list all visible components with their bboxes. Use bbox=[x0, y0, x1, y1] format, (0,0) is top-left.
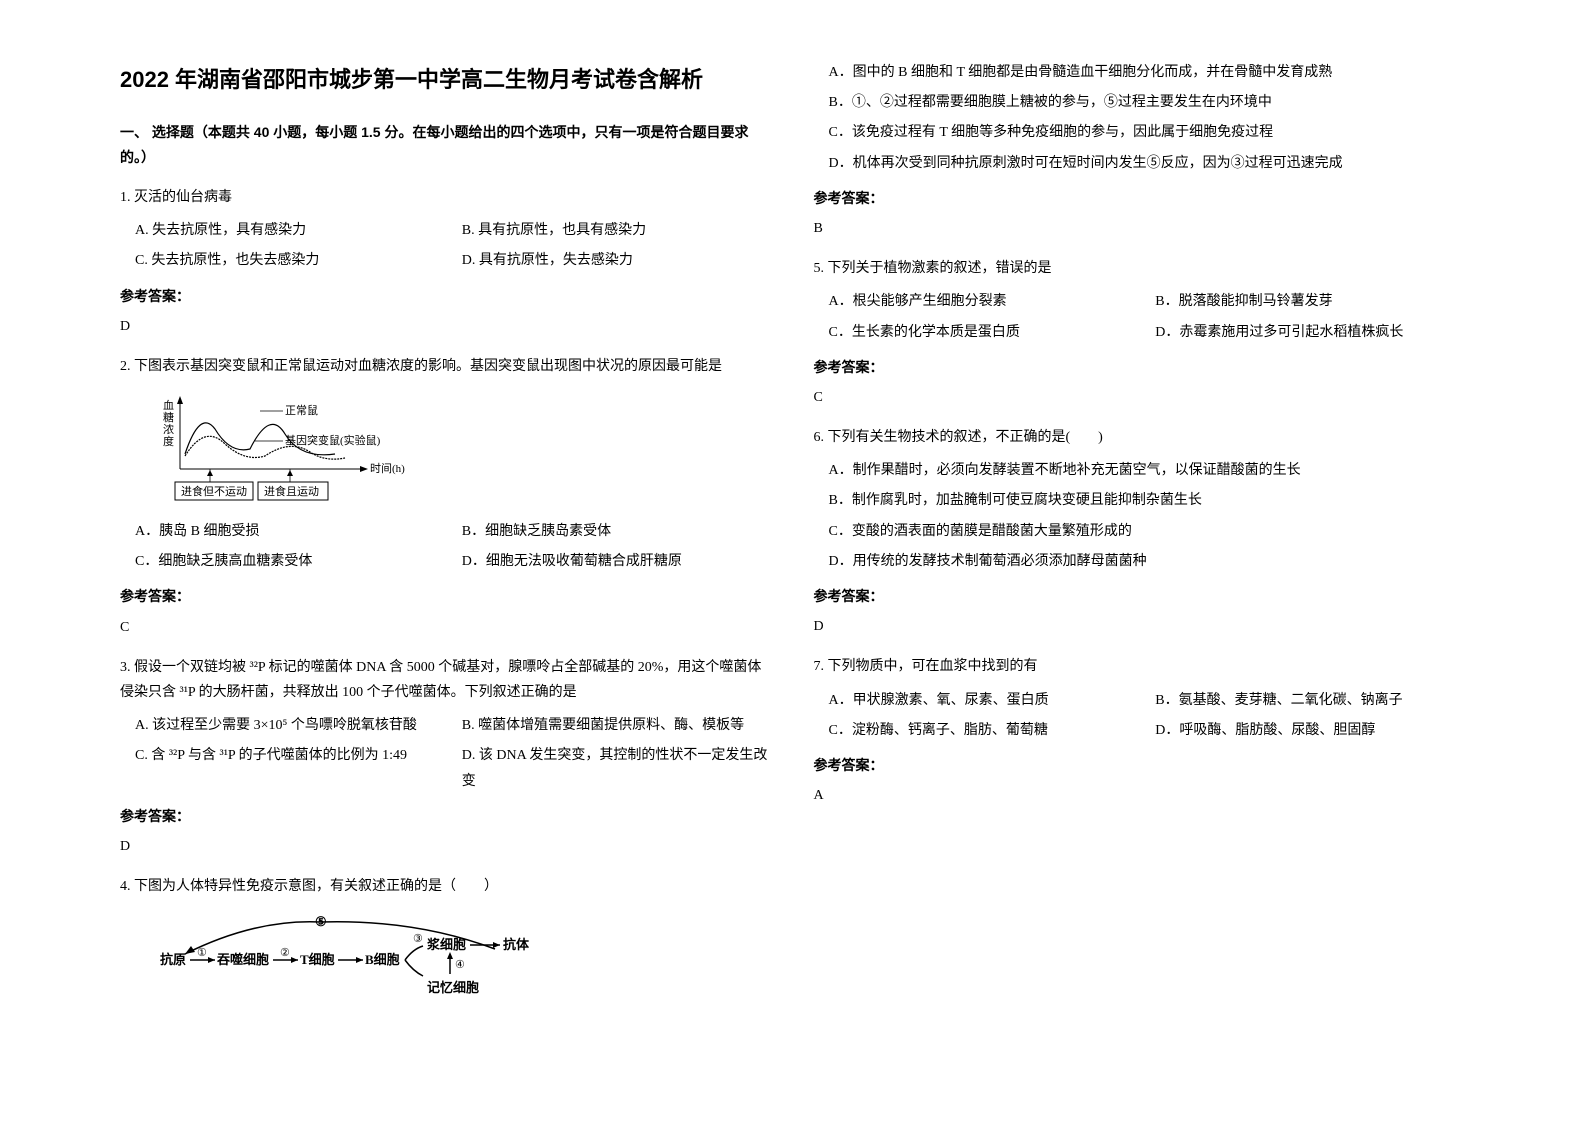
q2-series1-label: 正常鼠 bbox=[285, 403, 318, 417]
question-5: 5. 下列关于植物激素的叙述，错误的是 A．根尖能够产生细胞分裂素 B．脱落酸能… bbox=[814, 256, 1468, 410]
q4-node-bcell: B细胞 bbox=[365, 952, 400, 967]
q5-opt-b: B．脱落酸能抑制马铃薯发芽 bbox=[1140, 289, 1467, 314]
q4-answer-label: 参考答案： bbox=[814, 186, 1468, 211]
page-title: 2022 年湖南省邵阳市城步第一中学高二生物月考试卷含解析 bbox=[120, 60, 774, 100]
q2-ylabel-2: 糖 bbox=[163, 410, 174, 424]
q1-text: 1. 灭活的仙台病毒 bbox=[120, 185, 774, 210]
q5-text: 5. 下列关于植物激素的叙述，错误的是 bbox=[814, 256, 1468, 281]
q2-opt-d: D．细胞无法吸收葡萄糖合成肝糖原 bbox=[447, 549, 774, 574]
q4-node-phagocyte: 吞噬细胞 bbox=[217, 952, 269, 967]
q3-opt-c: C. 含 ³²P 与含 ³¹P 的子代噬菌体的比例为 1:49 bbox=[120, 743, 447, 793]
left-column: 2022 年湖南省邵阳市城步第一中学高二生物月考试卷含解析 一、 选择题（本题共… bbox=[100, 60, 794, 1062]
q2-ylabel-1: 血 bbox=[163, 398, 174, 412]
q4-answer: B bbox=[814, 216, 1468, 241]
q1-options: A. 失去抗原性，具有感染力 B. 具有抗原性，也具有感染力 C. 失去抗原性，… bbox=[120, 218, 774, 273]
q1-answer: D bbox=[120, 314, 774, 339]
q6-opt-d: D．用传统的发酵技术制葡萄酒必须添加酵母菌菌种 bbox=[814, 549, 1468, 574]
q7-options: A．甲状腺激素、氧、尿素、蛋白质 B．氨基酸、麦芽糖、二氧化碳、钠离子 C．淀粉… bbox=[814, 688, 1468, 743]
q4-text: 4. 下图为人体特异性免疫示意图，有关叙述正确的是（ ） bbox=[120, 874, 774, 899]
q4-opt-a: A．图中的 B 细胞和 T 细胞都是由骨髓造血干细胞分化而成，并在骨髓中发育成熟 bbox=[814, 60, 1468, 85]
right-column: A．图中的 B 细胞和 T 细胞都是由骨髓造血干细胞分化而成，并在骨髓中发育成熟… bbox=[794, 60, 1488, 1062]
q3-text: 3. 假设一个双链均被 ³²P 标记的噬菌体 DNA 含 5000 个碱基对，腺… bbox=[120, 655, 774, 705]
q5-options: A．根尖能够产生细胞分裂素 B．脱落酸能抑制马铃薯发芽 C．生长素的化学本质是蛋… bbox=[814, 289, 1468, 344]
q2-ylabel-3: 浓 bbox=[163, 423, 174, 436]
question-4-cont: A．图中的 B 细胞和 T 细胞都是由骨髓造血干细胞分化而成，并在骨髓中发育成熟… bbox=[814, 60, 1468, 241]
q2-text: 2. 下图表示基因突变鼠和正常鼠运动对血糖浓度的影响。基因突变鼠出现图中状况的原… bbox=[120, 354, 774, 379]
q3-answer: D bbox=[120, 834, 774, 859]
q4-node-memory: 记忆细胞 bbox=[427, 980, 479, 995]
q4-node-plasma: 浆细胞 bbox=[426, 937, 466, 952]
q4-edge1: ① bbox=[197, 947, 207, 959]
question-4: 4. 下图为人体特异性免疫示意图，有关叙述正确的是（ ） ⑤ 抗原 ① 吞噬细胞… bbox=[120, 874, 774, 1009]
q2-opt-a: A．胰岛 B 细胞受损 bbox=[120, 519, 447, 544]
q7-opt-b: B．氨基酸、麦芽糖、二氧化碳、钠离子 bbox=[1140, 688, 1467, 713]
question-1: 1. 灭活的仙台病毒 A. 失去抗原性，具有感染力 B. 具有抗原性，也具有感染… bbox=[120, 185, 774, 339]
question-6: 6. 下列有关生物技术的叙述，不正确的是( ) A．制作果醋时，必须向发酵装置不… bbox=[814, 425, 1468, 639]
question-3: 3. 假设一个双链均被 ³²P 标记的噬菌体 DNA 含 5000 个碱基对，腺… bbox=[120, 655, 774, 859]
q2-ylabel-4: 度 bbox=[163, 434, 174, 448]
q4-opt-d: D．机体再次受到同种抗原刺激时可在短时间内发生⑤反应，因为③过程可迅速完成 bbox=[814, 151, 1468, 176]
q5-opt-a: A．根尖能够产生细胞分裂素 bbox=[814, 289, 1141, 314]
q6-text: 6. 下列有关生物技术的叙述，不正确的是( ) bbox=[814, 425, 1468, 450]
q1-answer-label: 参考答案： bbox=[120, 284, 774, 309]
section-header: 一、 选择题（本题共 40 小题，每小题 1.5 分。在每小题给出的四个选项中，… bbox=[120, 120, 774, 170]
q4-opt-c: C．该免疫过程有 T 细胞等多种免疫细胞的参与，因此属于细胞免疫过程 bbox=[814, 120, 1468, 145]
q2-btn2: 进食且运动 bbox=[264, 484, 319, 498]
q1-opt-d: D. 具有抗原性，失去感染力 bbox=[447, 248, 774, 273]
q6-opt-a: A．制作果醋时，必须向发酵装置不断地补充无菌空气，以保证醋酸菌的生长 bbox=[814, 458, 1468, 483]
q1-opt-c: C. 失去抗原性，也失去感染力 bbox=[120, 248, 447, 273]
q3-options: A. 该过程至少需要 3×10⁵ 个鸟嘌呤脱氧核苷酸 B. 噬菌体增殖需要细菌提… bbox=[120, 713, 774, 794]
q4-flowchart: ⑤ 抗原 ① 吞噬细胞 ② T细胞 B细胞 ③ 浆细胞 bbox=[150, 909, 774, 1009]
q2-chart: 血 糖 浓 度 正常鼠 基因突变鼠(实验鼠) 时间(h) 进食但不运动 进食且运… bbox=[150, 389, 774, 509]
q4-node-tcell: T细胞 bbox=[300, 952, 335, 967]
q6-answer-label: 参考答案： bbox=[814, 584, 1468, 609]
q4-node-antigen: 抗原 bbox=[160, 952, 186, 967]
q5-opt-d: D．赤霉素施用过多可引起水稻植株疯长 bbox=[1140, 320, 1467, 345]
q5-answer: C bbox=[814, 385, 1468, 410]
q7-opt-c: C．淀粉酶、钙离子、脂肪、葡萄糖 bbox=[814, 718, 1141, 743]
q2-answer-label: 参考答案： bbox=[120, 584, 774, 609]
q3-opt-a: A. 该过程至少需要 3×10⁵ 个鸟嘌呤脱氧核苷酸 bbox=[120, 713, 447, 738]
q3-opt-d: D. 该 DNA 发生突变，其控制的性状不一定发生改变 bbox=[447, 743, 774, 793]
q6-options: A．制作果醋时，必须向发酵装置不断地补充无菌空气，以保证醋酸菌的生长 B．制作腐… bbox=[814, 458, 1468, 574]
q3-opt-b: B. 噬菌体增殖需要细菌提供原料、酶、模板等 bbox=[447, 713, 774, 738]
q1-opt-a: A. 失去抗原性，具有感染力 bbox=[120, 218, 447, 243]
q7-opt-d: D．呼吸酶、脂肪酸、尿酸、胆固醇 bbox=[1140, 718, 1467, 743]
q2-btn1: 进食但不运动 bbox=[181, 484, 247, 498]
q3-answer-label: 参考答案： bbox=[120, 804, 774, 829]
q2-opt-c: C．细胞缺乏胰高血糖素受体 bbox=[120, 549, 447, 574]
q1-opt-b: B. 具有抗原性，也具有感染力 bbox=[447, 218, 774, 243]
q5-answer-label: 参考答案： bbox=[814, 355, 1468, 380]
q2-options: A．胰岛 B 细胞受损 B．细胞缺乏胰岛素受体 C．细胞缺乏胰高血糖素受体 D．… bbox=[120, 519, 774, 574]
q4-opt-b: B．①、②过程都需要细胞膜上糖被的参与，⑤过程主要发生在内环境中 bbox=[814, 90, 1468, 115]
q4-edge4: ④ bbox=[455, 959, 465, 971]
q7-text: 7. 下列物质中，可在血浆中找到的有 bbox=[814, 654, 1468, 679]
q2-chart-svg: 血 糖 浓 度 正常鼠 基因突变鼠(实验鼠) 时间(h) 进食但不运动 进食且运… bbox=[155, 394, 415, 504]
q6-opt-b: B．制作腐乳时，加盐腌制可使豆腐块变硬且能抑制杂菌生长 bbox=[814, 488, 1468, 513]
q4-edge3: ③ bbox=[413, 933, 423, 945]
q6-opt-c: C．变酸的酒表面的菌膜是醋酸菌大量繁殖形成的 bbox=[814, 519, 1468, 544]
q4-flowchart-svg: ⑤ 抗原 ① 吞噬细胞 ② T细胞 B细胞 ③ 浆细胞 bbox=[155, 914, 555, 1004]
question-7: 7. 下列物质中，可在血浆中找到的有 A．甲状腺激素、氧、尿素、蛋白质 B．氨基… bbox=[814, 654, 1468, 808]
q7-opt-a: A．甲状腺激素、氧、尿素、蛋白质 bbox=[814, 688, 1141, 713]
q7-answer: A bbox=[814, 783, 1468, 808]
q2-series2-label: 基因突变鼠(实验鼠) bbox=[285, 433, 381, 447]
q5-opt-c: C．生长素的化学本质是蛋白质 bbox=[814, 320, 1141, 345]
q6-answer: D bbox=[814, 614, 1468, 639]
q4-node-antibody: 抗体 bbox=[503, 937, 530, 952]
q4-edge2: ② bbox=[280, 947, 290, 959]
q7-answer-label: 参考答案： bbox=[814, 753, 1468, 778]
question-2: 2. 下图表示基因突变鼠和正常鼠运动对血糖浓度的影响。基因突变鼠出现图中状况的原… bbox=[120, 354, 774, 640]
q2-answer: C bbox=[120, 615, 774, 640]
q2-xlabel: 时间(h) bbox=[370, 462, 405, 475]
q2-opt-b: B．细胞缺乏胰岛素受体 bbox=[447, 519, 774, 544]
